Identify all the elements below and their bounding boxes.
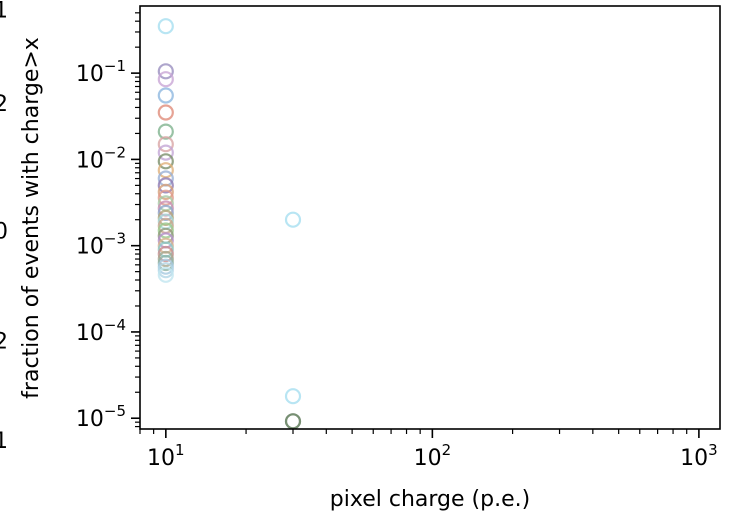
y-tick-label: 10−3 bbox=[76, 230, 126, 260]
data-point bbox=[157, 144, 174, 161]
data-point bbox=[157, 222, 174, 239]
clipped-left-label: 1 bbox=[0, 429, 8, 454]
clipped-left-label: 1 bbox=[0, 0, 8, 23]
data-point bbox=[157, 18, 174, 35]
data-point bbox=[284, 388, 302, 405]
data-point bbox=[157, 262, 174, 279]
clipped-left-labels: 1 2 00 2 1 bbox=[0, 0, 8, 454]
data-point bbox=[157, 63, 174, 80]
y-tick-label: 10−5 bbox=[76, 402, 126, 432]
x-tick-label: 101 bbox=[147, 441, 185, 471]
y-tick-label: 10−4 bbox=[76, 316, 126, 346]
clipped-left-label: 2 bbox=[0, 92, 8, 117]
data-point bbox=[157, 87, 174, 104]
data-point bbox=[157, 123, 174, 140]
x-tick-label: 102 bbox=[414, 441, 452, 471]
x-tick-label: 103 bbox=[680, 441, 718, 471]
data-point bbox=[157, 177, 174, 194]
data-point bbox=[284, 211, 302, 228]
y-axis-title: fraction of events with charge>x bbox=[19, 37, 44, 399]
data-point bbox=[284, 413, 302, 430]
data-point bbox=[157, 136, 174, 153]
x-axis-ticks: 101 102 103 bbox=[139, 429, 718, 471]
data-point bbox=[157, 162, 174, 179]
clipped-left-label: 2 bbox=[0, 329, 8, 354]
data-point bbox=[157, 183, 174, 200]
data-point bbox=[157, 189, 174, 206]
y-tick-label: 10−2 bbox=[76, 143, 126, 173]
data-point bbox=[157, 71, 174, 88]
x-axis-title: pixel charge (p.e.) bbox=[330, 487, 530, 512]
data-point bbox=[157, 153, 174, 170]
clipped-left-label: 00 bbox=[0, 219, 8, 244]
data-point bbox=[157, 245, 174, 263]
data-point bbox=[157, 104, 174, 121]
points-layer bbox=[157, 18, 302, 430]
data-point bbox=[157, 266, 174, 283]
y-tick-label: 10−1 bbox=[76, 57, 126, 87]
plot-frame bbox=[139, 5, 721, 430]
y-axis-ticks: 10−5 10−4 10−3 10−2 10−1 bbox=[76, 12, 140, 432]
